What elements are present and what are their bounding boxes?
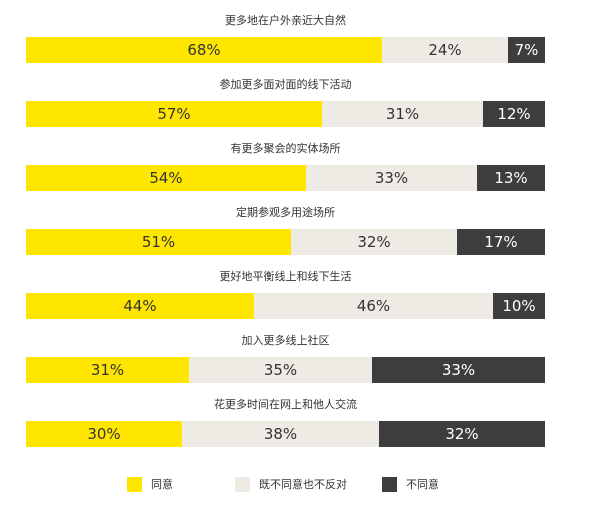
category-label: 加入更多线上社区	[241, 334, 330, 347]
bar-segment: 10%	[493, 293, 545, 319]
legend-swatch	[382, 476, 397, 492]
legend: 同意 既不同意也不反对 不同意	[0, 476, 599, 492]
bar-segment: 7%	[508, 37, 545, 63]
bar-segment: 32%	[291, 229, 457, 255]
bar-segment: 54%	[26, 165, 306, 191]
data-label: 13%	[494, 169, 528, 187]
bar-segment: 51%	[26, 229, 291, 255]
bar-segment: 30%	[26, 421, 182, 447]
data-label: 17%	[484, 233, 518, 251]
category-label: 参加更多面对面的线下活动	[219, 78, 352, 91]
bar-row: 57% 31% 12%	[26, 101, 545, 127]
legend-swatch	[127, 476, 142, 492]
data-label: 57%	[157, 105, 191, 123]
legend-label: 既不同意也不反对	[259, 478, 347, 491]
bar-row: 44% 46% 10%	[26, 293, 545, 319]
bar-segment: 33%	[306, 165, 477, 191]
bar-segment: 12%	[483, 101, 545, 127]
legend-item: 既不同意也不反对	[235, 476, 347, 492]
data-label: 35%	[263, 361, 298, 379]
data-label: 32%	[357, 233, 391, 251]
bar-row: 30% 38% 32%	[26, 421, 545, 447]
category-label: 更好地平衡线上和线下生活	[219, 270, 352, 283]
category-label: 花更多时间在网上和他人交流	[214, 398, 357, 411]
data-label: 31%	[385, 105, 420, 123]
bar-segment: 68%	[26, 37, 382, 63]
bar-segment: 24%	[382, 37, 508, 63]
category-label: 更多地在户外亲近大自然	[225, 14, 346, 27]
bar-segment: 44%	[26, 293, 254, 319]
data-label: 12%	[497, 105, 531, 123]
bar-segment: 46%	[254, 293, 493, 319]
bar-segment: 33%	[372, 357, 545, 383]
data-label: 54%	[149, 169, 183, 187]
legend-item: 不同意	[382, 476, 439, 492]
data-label: 51%	[141, 233, 176, 251]
bar-segment: 35%	[189, 357, 372, 383]
legend-label: 不同意	[406, 478, 439, 491]
data-label: 24%	[428, 41, 462, 59]
data-label: 68%	[187, 41, 221, 59]
data-label: 46%	[356, 297, 391, 315]
bar-segment: 17%	[457, 229, 545, 255]
data-label: 38%	[263, 425, 298, 443]
data-label: 10%	[502, 297, 536, 315]
data-label: 44%	[123, 297, 157, 315]
bar-segment: 57%	[26, 101, 322, 127]
bar-segment: 32%	[379, 421, 545, 447]
data-label: 33%	[441, 361, 476, 379]
bar-segment: 31%	[322, 101, 483, 127]
data-label: 31%	[90, 361, 125, 379]
bar-row: 31% 35% 33%	[26, 357, 545, 383]
bar-row: 68% 24% 7%	[26, 37, 545, 63]
bar-segment: 38%	[182, 421, 379, 447]
legend-item: 同意	[127, 476, 173, 492]
bar-row: 54% 33% 13%	[26, 165, 545, 191]
data-label: 7%	[514, 41, 539, 59]
bar-segment: 13%	[477, 165, 545, 191]
data-label: 32%	[445, 425, 479, 443]
category-label: 定期参观多用途场所	[236, 206, 335, 219]
legend-label: 同意	[151, 478, 173, 491]
data-label: 30%	[87, 425, 121, 443]
category-label: 有更多聚会的实体场所	[230, 142, 341, 155]
bar-row: 51% 32% 17%	[26, 229, 545, 255]
legend-swatch	[235, 476, 250, 492]
bar-segment: 31%	[26, 357, 189, 383]
data-label: 33%	[374, 169, 409, 187]
